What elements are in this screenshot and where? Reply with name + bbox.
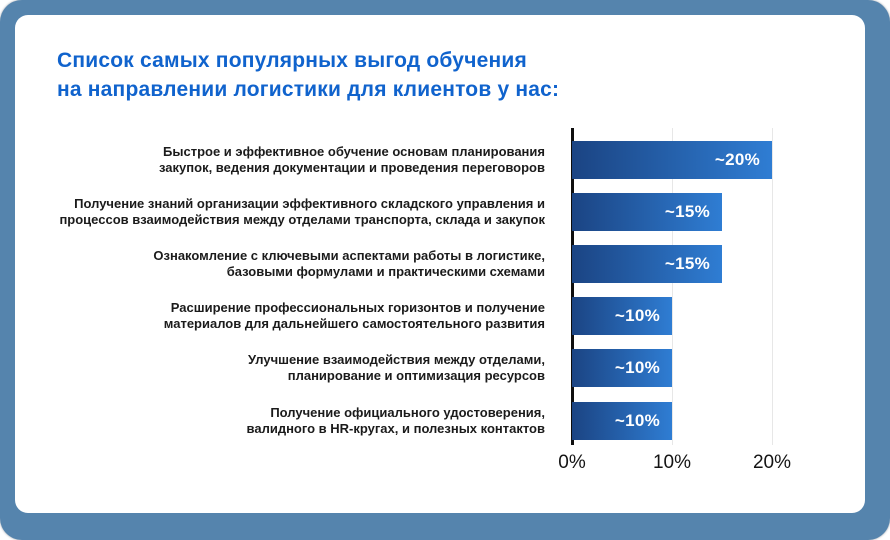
page-title-line2: на направлении логистики для клиентов у … bbox=[57, 78, 560, 101]
bar-value-label: ~10% bbox=[614, 411, 660, 430]
category-label-line: Быстрое и эффективное обучение основам п… bbox=[163, 144, 545, 159]
bar-value-label: ~15% bbox=[664, 202, 710, 221]
bar-row: Получение знаний организации эффективног… bbox=[15, 193, 865, 231]
page-title-line1: Список самых популярных выгод обучения bbox=[57, 49, 527, 72]
x-tick-10pct: 10% bbox=[652, 452, 692, 473]
bar-value-label: ~10% bbox=[614, 306, 660, 325]
category-label-line: процессов взаимодействия между отделами … bbox=[59, 212, 545, 227]
page-title: Список самых популярных выгод обучения н… bbox=[57, 46, 559, 104]
bar-value-label: ~10% bbox=[614, 358, 660, 377]
category-label: Быстрое и эффективное обучение основам п… bbox=[45, 141, 545, 179]
category-label: Получение знаний организации эффективног… bbox=[45, 193, 545, 231]
x-tick-20pct: 20% bbox=[752, 452, 792, 473]
y-axis-line bbox=[571, 128, 574, 445]
plot-area bbox=[571, 128, 822, 445]
bar: ~15% bbox=[572, 193, 722, 231]
bar-value-label: ~20% bbox=[714, 150, 760, 169]
bar: ~15% bbox=[572, 245, 722, 283]
x-axis-ticks: 0% 10% 20% bbox=[15, 452, 865, 476]
category-label-line: Получение знаний организации эффективног… bbox=[74, 196, 545, 211]
bar-row: Получение официального удостоверения, ва… bbox=[15, 402, 865, 440]
chart-card: Список самых популярных выгод обучения н… bbox=[15, 15, 865, 513]
category-label-line: Ознакомление с ключевыми аспектами работ… bbox=[153, 248, 545, 263]
bar-row: Быстрое и эффективное обучение основам п… bbox=[15, 141, 865, 179]
category-label-line: Получение официального удостоверения, bbox=[270, 405, 545, 420]
category-label-line: валидного в HR-кругах, и полезных контак… bbox=[246, 421, 545, 436]
bar-row: Ознакомление с ключевыми аспектами работ… bbox=[15, 245, 865, 283]
x-tick-0pct: 0% bbox=[558, 452, 586, 473]
bar-row: Улучшение взаимодействия между отделами,… bbox=[15, 349, 865, 387]
bar-value-label: ~15% bbox=[664, 254, 710, 273]
gridline-10pct bbox=[672, 128, 673, 445]
gridline-20pct bbox=[772, 128, 773, 445]
bar-row: Расширение профессиональных горизонтов и… bbox=[15, 297, 865, 335]
category-label: Расширение профессиональных горизонтов и… bbox=[45, 297, 545, 335]
bar: ~10% bbox=[572, 297, 672, 335]
category-label-line: Расширение профессиональных горизонтов и… bbox=[170, 300, 545, 315]
category-label: Ознакомление с ключевыми аспектами работ… bbox=[45, 245, 545, 283]
category-label-line: Улучшение взаимодействия между отделами, bbox=[247, 352, 545, 367]
bar: ~20% bbox=[572, 141, 772, 179]
category-label-line: базовыми формулами и практическими схема… bbox=[226, 264, 545, 279]
category-label-line: материалов для дальнейшего самостоятельн… bbox=[163, 316, 545, 331]
bar: ~10% bbox=[572, 349, 672, 387]
category-label-line: закупок, ведения документации и проведен… bbox=[159, 160, 545, 175]
category-label: Получение официального удостоверения, ва… bbox=[45, 402, 545, 440]
category-label-line: планирование и оптимизация ресурсов bbox=[287, 368, 545, 383]
category-label: Улучшение взаимодействия между отделами,… bbox=[45, 349, 545, 387]
bar: ~10% bbox=[572, 402, 672, 440]
